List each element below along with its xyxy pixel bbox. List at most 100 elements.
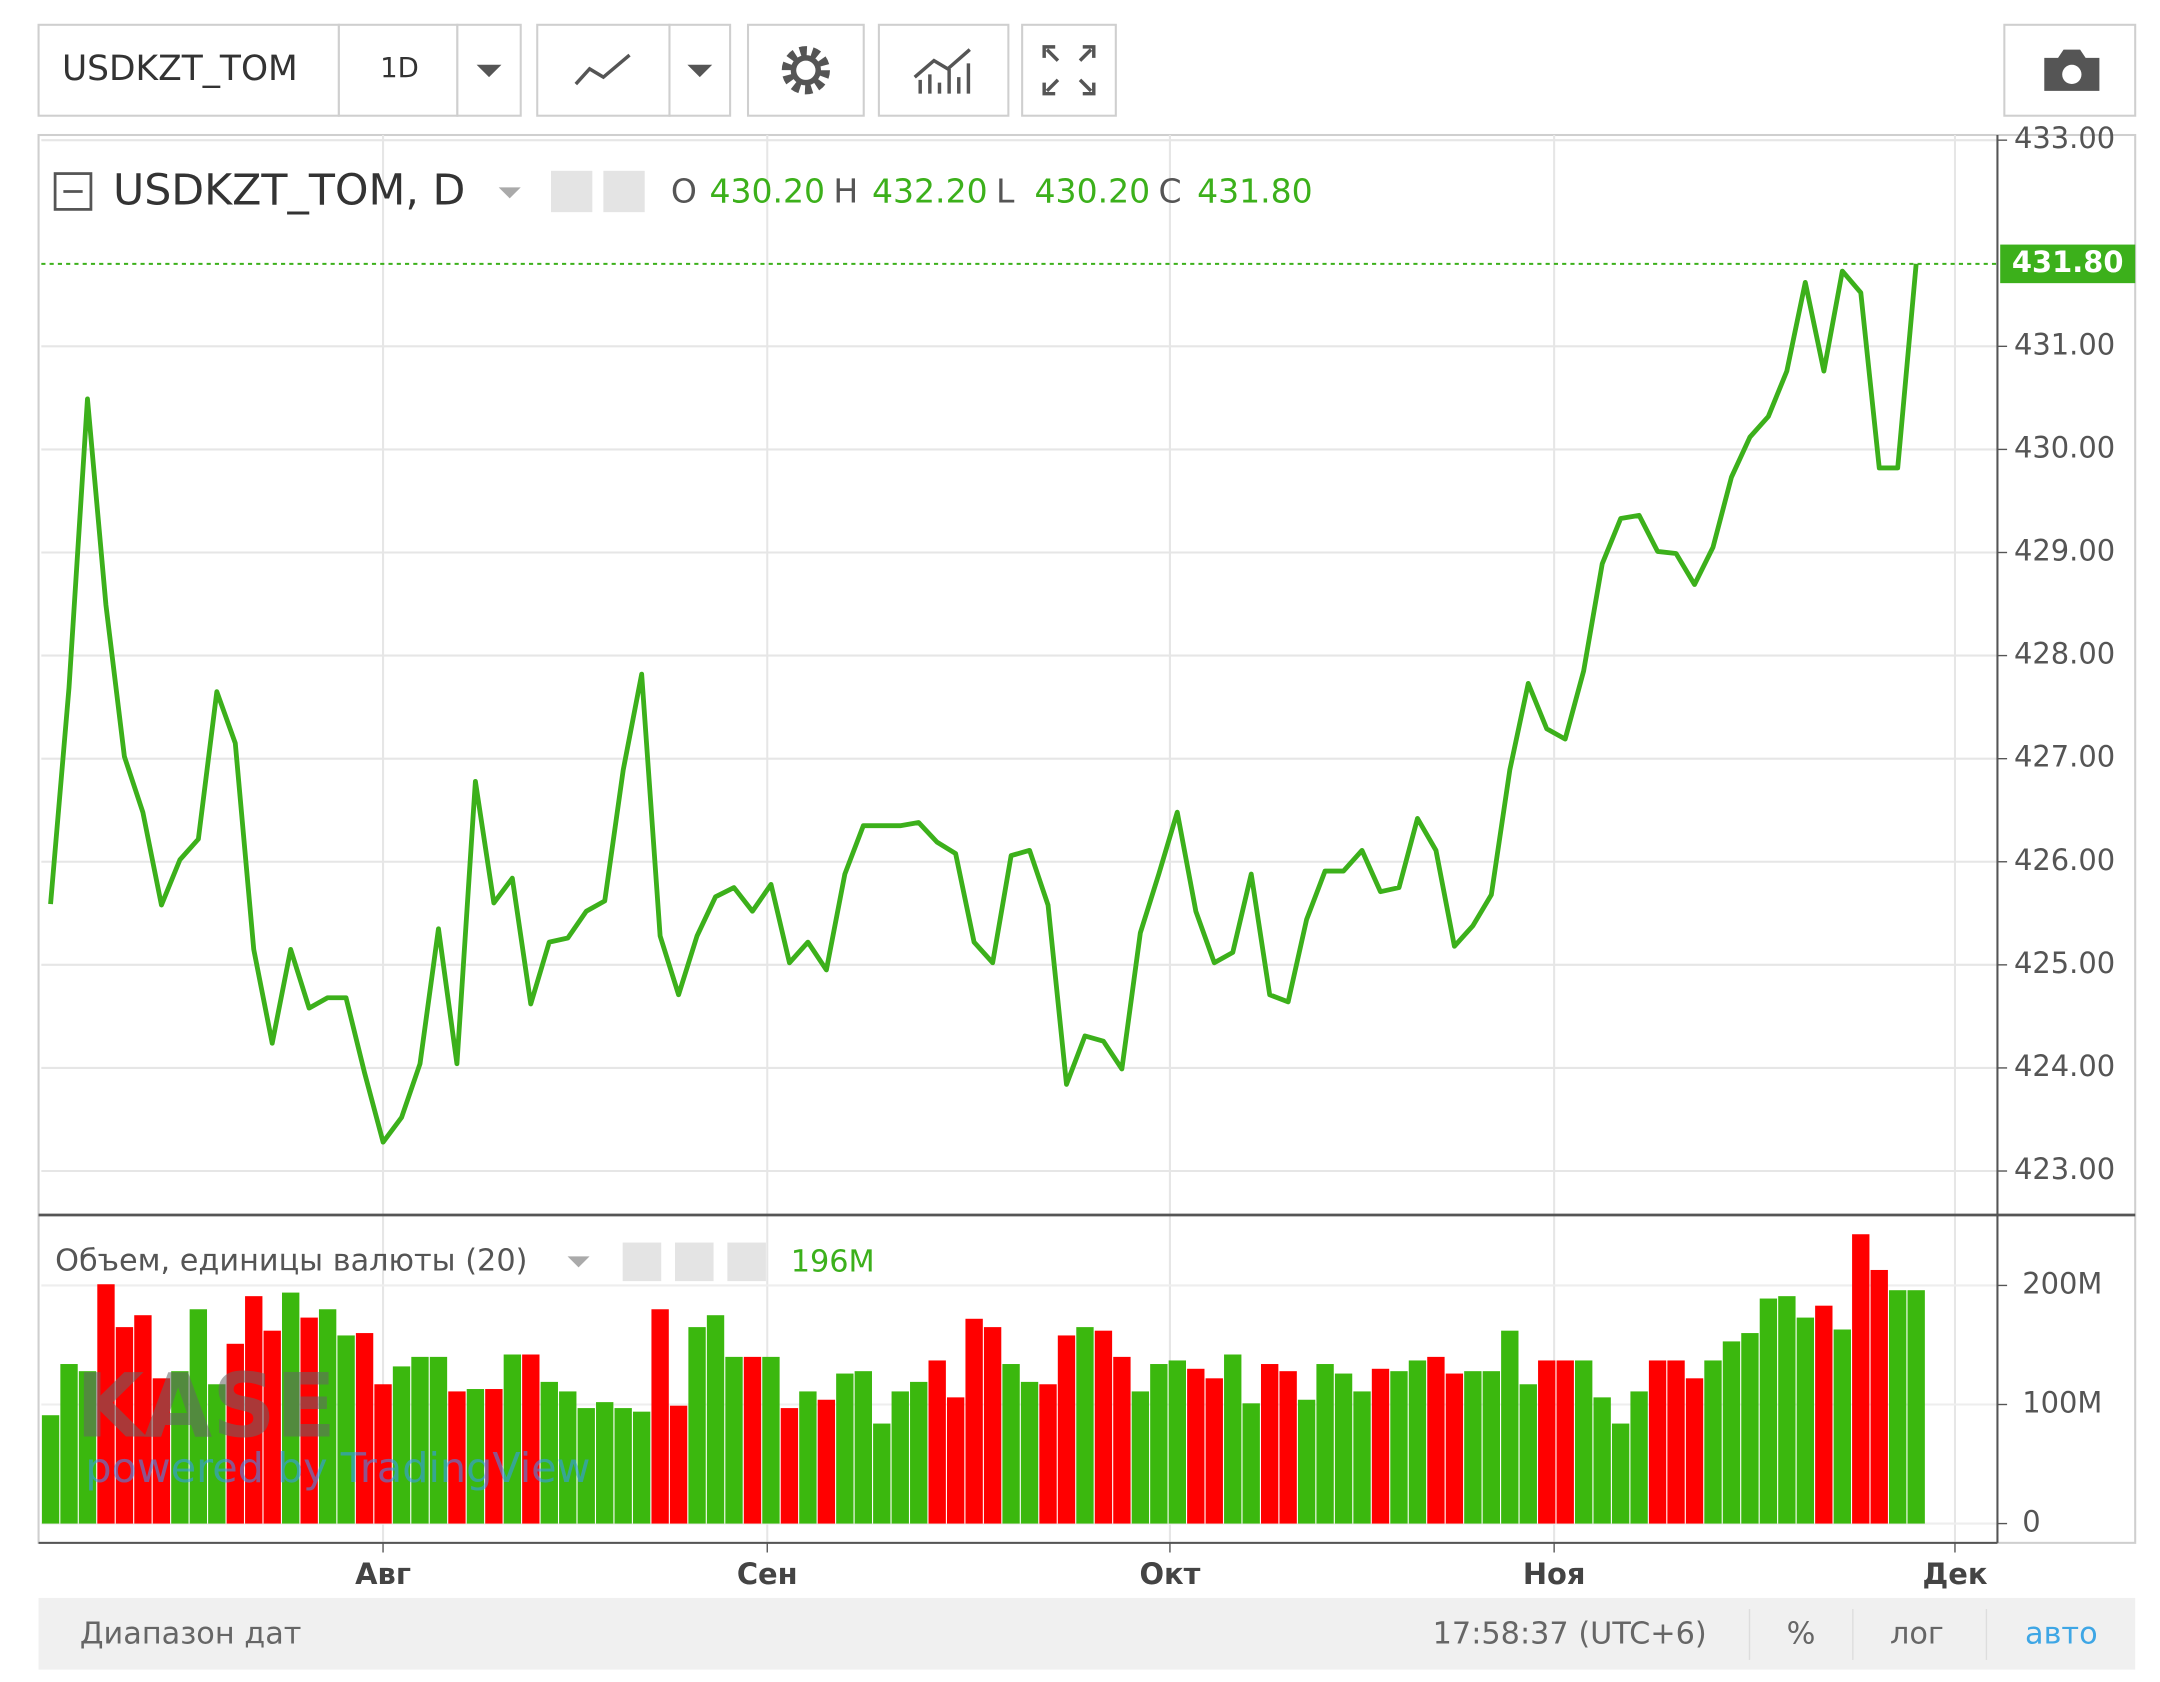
collapse-icon[interactable] — [53, 172, 93, 211]
fullscreen-button[interactable] — [1021, 23, 1117, 117]
grid — [41, 135, 1998, 1553]
volume-bar — [1575, 1360, 1593, 1524]
y-tick-label: 200M — [2022, 1266, 2102, 1300]
volume-visibility[interactable] — [622, 1242, 662, 1282]
volume-bar — [1316, 1364, 1334, 1524]
volume-dropdown[interactable] — [567, 1256, 590, 1268]
volume-bar — [1889, 1290, 1907, 1524]
x-tick-label: Дек — [1922, 1557, 1987, 1591]
volume-bar — [1168, 1360, 1186, 1524]
volume-bar — [1722, 1341, 1741, 1524]
volume-bar — [1057, 1335, 1076, 1524]
footer-bar — [38, 1597, 2136, 1670]
y-tick-label: 423.00 — [2014, 1152, 2115, 1186]
chart-title: USDKZT_TOM, D — [113, 165, 465, 215]
price-line — [48, 263, 1919, 1145]
percent-toggle[interactable]: % — [1787, 1617, 1816, 1652]
volume-bar — [1593, 1397, 1611, 1524]
volume-bar — [374, 1384, 392, 1524]
volume-bar — [946, 1397, 965, 1524]
volume-bar — [632, 1411, 651, 1524]
y-tick-label: 431.00 — [2014, 327, 2115, 361]
y-tick-label: 430.00 — [2014, 430, 2115, 464]
y-tick-label: 425.00 — [2014, 946, 2115, 980]
last-price-label: 431.80 — [2012, 245, 2124, 279]
volume-bar — [1205, 1378, 1223, 1524]
volume-bar — [743, 1356, 762, 1524]
symbol-button[interactable] — [37, 23, 340, 117]
volume-bar — [836, 1373, 854, 1524]
volume-bar — [1759, 1298, 1778, 1524]
volume-bar — [282, 1292, 300, 1524]
volume-bar — [596, 1402, 614, 1524]
volume-bar — [910, 1381, 928, 1524]
volume-bar — [725, 1356, 743, 1524]
volume-settings[interactable] — [675, 1242, 714, 1282]
interval-button[interactable] — [337, 23, 459, 117]
volume-bar — [1464, 1371, 1482, 1524]
auto-toggle[interactable]: авто — [2025, 1617, 2098, 1652]
volume-bar — [1224, 1354, 1242, 1524]
y-tick-label: 424.00 — [2014, 1049, 2115, 1083]
ohlc-key: O — [671, 171, 697, 210]
title-dropdown[interactable] — [498, 187, 521, 199]
volume-bar — [1297, 1399, 1316, 1524]
volume-bar — [540, 1381, 558, 1524]
dropdown-arrow — [476, 64, 502, 78]
volume-bar — [1094, 1330, 1113, 1524]
volume-bar — [337, 1335, 355, 1524]
symbol: USDKZT_TOM — [62, 49, 298, 89]
date-range[interactable]: Диапазон дат — [80, 1617, 302, 1652]
volume-bar — [1648, 1360, 1667, 1524]
volume-bar — [1852, 1234, 1870, 1524]
indicators-icon — [913, 48, 971, 94]
volume-bar — [1334, 1373, 1353, 1524]
volume-bar — [1796, 1317, 1815, 1524]
ohlc-value: 430.20 — [1035, 171, 1151, 210]
settings-icon[interactable] — [603, 170, 645, 213]
volume-bar — [1242, 1403, 1260, 1524]
y-tick-label: 0 — [2022, 1505, 2040, 1539]
y-tick-label: 427.00 — [2014, 740, 2115, 774]
ohlc-key: C — [1159, 171, 1182, 210]
camera-lens — [2062, 64, 2082, 85]
volume-bar — [559, 1391, 577, 1524]
volume-bar — [411, 1356, 429, 1524]
settings-button[interactable] — [746, 23, 865, 117]
volume-bar — [965, 1318, 983, 1524]
plot — [41, 262, 1998, 1524]
volume-bar — [1907, 1290, 1925, 1524]
volume-bar — [873, 1423, 891, 1524]
volume-bar — [651, 1309, 669, 1524]
volume-bar — [78, 1371, 97, 1524]
volume-title: Объем, единицы валюты (20) — [55, 1243, 527, 1278]
visibility-icon[interactable] — [551, 170, 593, 213]
volume-bar — [318, 1309, 337, 1524]
volume-bar — [928, 1360, 946, 1524]
volume-bar — [115, 1327, 134, 1524]
volume-bar — [1076, 1327, 1094, 1524]
chart-type-button[interactable] — [536, 23, 671, 117]
volume-bar — [1741, 1333, 1759, 1524]
last-price-badge — [2000, 244, 2136, 284]
volume-remove[interactable] — [727, 1242, 766, 1282]
volume-bar — [1556, 1360, 1574, 1524]
volume-bar — [1833, 1329, 1851, 1524]
volume-bar — [780, 1408, 799, 1524]
gear-icon-core — [790, 55, 822, 86]
volume-bar — [1260, 1364, 1279, 1524]
volume-bar — [97, 1284, 115, 1524]
log-toggle[interactable]: лог — [1890, 1617, 1944, 1652]
volume-bar — [300, 1317, 318, 1524]
volume-bar — [189, 1309, 208, 1524]
interval: 1D — [380, 52, 419, 84]
volume-bar — [799, 1391, 817, 1524]
watermark-sub: powered by TradingView — [85, 1444, 590, 1492]
volume-bar — [1353, 1391, 1371, 1524]
volume-bar — [355, 1333, 374, 1524]
indicators-button[interactable] — [877, 23, 1010, 117]
volume-bar — [1371, 1368, 1390, 1524]
volume-bar — [1538, 1360, 1556, 1524]
volume-last: 196M — [791, 1245, 875, 1280]
